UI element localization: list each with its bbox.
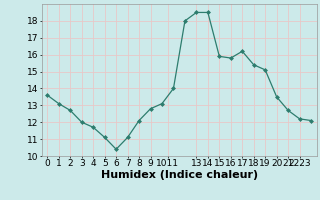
X-axis label: Humidex (Indice chaleur): Humidex (Indice chaleur) [100, 170, 258, 180]
